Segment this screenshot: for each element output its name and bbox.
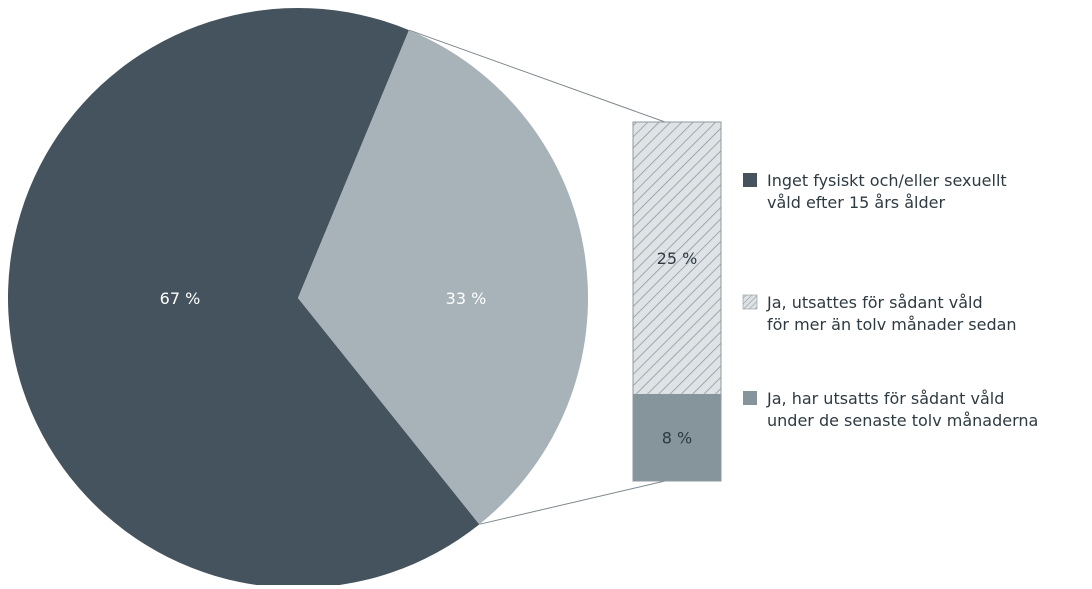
- legend-swatch-inget-vald: [743, 173, 757, 187]
- bar-segment-tidigare: [633, 122, 721, 394]
- legend-swatch-senaste-ar: [743, 391, 757, 405]
- legend-label-tidigare-line-2: för mer än tolv månader sedan: [767, 315, 1017, 334]
- connector-line-bottom: [479, 480, 666, 525]
- pie-slices: [7, 7, 588, 589]
- connector-lines: [408, 29, 666, 525]
- legend-label-inget-vald-line-2: våld efter 15 års ålder: [767, 193, 945, 212]
- bar-outline: [632, 121, 722, 482]
- bar-segment-value-label-senaste-ar: 8 %: [662, 428, 692, 447]
- breakdown-bar: [632, 121, 722, 482]
- legend-label-tidigare-line-1: Ja, utsattes för sådant våld: [766, 293, 983, 312]
- legend-item-senaste-ar: Ja, har utsatts för sådant våld under de …: [743, 389, 1038, 430]
- legend-label-inget-vald-line-1: Inget fysiskt och/eller sexuellt: [767, 171, 1007, 190]
- connector-line-top: [408, 29, 666, 123]
- legend-label-senaste-ar-line-2: under de senaste tolv månaderna: [767, 411, 1038, 430]
- slice-value-label-inget-vald: 67 %: [160, 289, 201, 308]
- legend-swatch-tidigare: [742, 294, 758, 310]
- bar-segment-senaste-ar: [633, 393, 721, 481]
- slice-value-label-ja: 33 %: [446, 289, 487, 308]
- pie-slice-ja: [298, 30, 588, 525]
- pie-slice-inget-vald: [7, 7, 480, 589]
- legend: Inget fysiskt och/eller sexuellt våld eft…: [742, 171, 1038, 430]
- bar-segment-value-label-tidigare: 25 %: [657, 249, 698, 268]
- legend-item-tidigare: Ja, utsattes för sådant våld för mer än t…: [742, 293, 1017, 334]
- legend-label-senaste-ar-line-1: Ja, har utsatts för sådant våld: [766, 389, 1004, 408]
- legend-item-inget-vald: Inget fysiskt och/eller sexuellt våld eft…: [743, 171, 1007, 212]
- data-labels: 67 % 33 % 25 % 8 %: [160, 249, 698, 448]
